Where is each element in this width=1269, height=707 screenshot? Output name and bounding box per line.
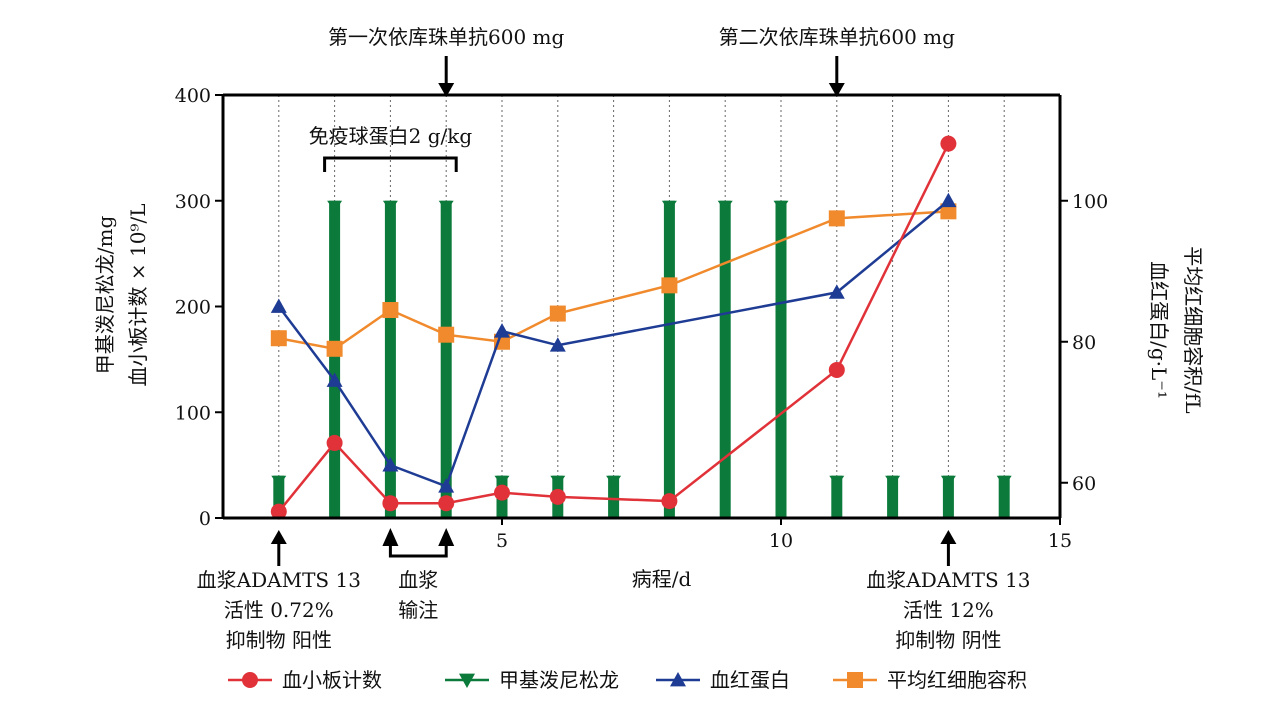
plasma-arrowhead-left: [382, 528, 399, 546]
bar-methylprednisolone: [273, 475, 285, 518]
data-point: [270, 298, 287, 313]
legend-marker: [242, 672, 258, 688]
y-right-tick-label: 100: [1072, 191, 1108, 213]
legend-marker: [459, 673, 475, 688]
data-point: [270, 503, 287, 520]
y-right-title-line2: 血红蛋白/g·L⁻¹: [1147, 261, 1171, 399]
y-left-title-line1: 甲基泼尼松龙/mg: [93, 216, 117, 375]
bar-cap-marker: [438, 200, 454, 212]
data-point: [326, 340, 343, 357]
data-point: [438, 495, 455, 512]
legend-label: 血红蛋白: [710, 668, 790, 692]
bar-cap-marker: [550, 475, 566, 487]
bar-methylprednisolone: [440, 200, 452, 518]
y-right-tick-label: 60: [1072, 473, 1096, 495]
x-tick-label: 15: [1048, 530, 1072, 552]
bar-methylprednisolone: [942, 475, 954, 518]
data-point: [940, 135, 957, 152]
bottom-annotation-line: 血浆ADAMTS 13: [866, 568, 1030, 592]
x-tick-label: 5: [496, 530, 508, 552]
data-point: [828, 210, 845, 227]
bottom-annotation-line: 抑制物 阳性: [226, 628, 332, 652]
bar-methylprednisolone: [384, 200, 396, 518]
ivig-label: 免疫球蛋白2 g/kg: [309, 124, 473, 148]
plasma-arrowhead-right: [438, 528, 455, 546]
y-left-tick-label: 200: [175, 297, 211, 319]
annotation-arrowhead: [438, 83, 455, 97]
bottom-annotation-line: 活性 12%: [903, 598, 994, 622]
bar-methylprednisolone: [887, 475, 899, 518]
data-point: [549, 305, 566, 322]
bar-cap-marker: [996, 475, 1012, 487]
bar-cap-marker: [717, 200, 733, 212]
top-annotation-label: 第一次依库珠单抗600 mg: [328, 25, 564, 49]
y-right-tick-label: 80: [1072, 332, 1096, 354]
bar-cap-marker: [327, 200, 343, 212]
legend-label: 平均红细胞容积: [887, 668, 1027, 692]
data-point: [326, 372, 343, 387]
y-right-title-group: 平均红细胞容积/fL 血红蛋白/g·L⁻¹: [1147, 246, 1205, 413]
data-point: [940, 192, 957, 208]
bottom-annotation-line: 输注: [398, 598, 438, 622]
bar-cap-marker: [271, 475, 287, 487]
data-point: [661, 493, 678, 510]
data-point: [382, 457, 399, 472]
bar-cap-marker: [661, 200, 677, 212]
plasma-bracket: [388, 540, 448, 558]
data-point: [828, 361, 845, 378]
annotation-arrowhead: [270, 530, 287, 544]
legend-label: 甲基泼尼松龙: [499, 668, 619, 692]
annotation-arrowhead: [940, 530, 957, 544]
bar-methylprednisolone: [831, 475, 843, 518]
bar-cap-marker: [494, 475, 510, 487]
bar-methylprednisolone: [775, 200, 787, 518]
data-point: [661, 277, 678, 294]
bottom-annotation-line: 活性 0.72%: [224, 598, 334, 622]
data-point: [270, 330, 287, 347]
x-tick-label: 10: [769, 530, 793, 552]
top-annotation-label: 第二次依库珠单抗600 mg: [719, 25, 955, 49]
y-right-title-line1: 平均红细胞容积/fL: [1181, 246, 1205, 413]
legend-marker: [670, 672, 686, 687]
x-axis-title: 病程/d: [632, 567, 692, 591]
data-point: [549, 337, 566, 352]
y-left-title-group: 甲基泼尼松龙/mg 血小板计数 × 10⁹/L: [93, 204, 150, 387]
data-point: [940, 203, 957, 220]
bottom-annotation-line: 血浆: [398, 568, 438, 592]
bar-cap-marker: [829, 475, 845, 487]
y-left-tick-label: 400: [175, 85, 211, 107]
bar-methylprednisolone: [998, 475, 1010, 518]
y-left-tick-label: 300: [175, 191, 211, 213]
bar-cap-marker: [773, 200, 789, 212]
data-point: [438, 478, 455, 493]
annotation-arrowhead: [828, 83, 845, 97]
bar-methylprednisolone: [608, 475, 620, 518]
bar-cap-marker: [382, 200, 398, 212]
bottom-annotation-line: 血浆ADAMTS 13: [197, 568, 361, 592]
ivig-bracket: [323, 156, 458, 172]
y-left-tick-label: 0: [199, 508, 211, 530]
data-point: [828, 284, 845, 299]
legend-marker: [847, 672, 863, 688]
bar-methylprednisolone: [329, 200, 341, 518]
bottom-annotation-line: 抑制物 阴性: [895, 628, 1001, 652]
data-point: [494, 484, 510, 501]
data-point: [382, 495, 399, 512]
data-point: [494, 323, 510, 338]
bar-cap-marker: [606, 475, 622, 487]
legend-label: 血小板计数: [282, 668, 382, 692]
bar-cap-marker: [885, 475, 901, 487]
data-point: [326, 434, 343, 451]
y-left-title-line2: 血小板计数 × 10⁹/L: [126, 204, 150, 387]
series-line: [277, 199, 950, 488]
data-point: [438, 326, 455, 343]
bar-methylprednisolone: [663, 200, 675, 518]
bar-cap-marker: [940, 475, 956, 487]
y-left-tick-label: 100: [175, 402, 211, 424]
data-point: [382, 302, 399, 319]
data-point: [549, 488, 566, 505]
bar-methylprednisolone: [719, 200, 731, 518]
